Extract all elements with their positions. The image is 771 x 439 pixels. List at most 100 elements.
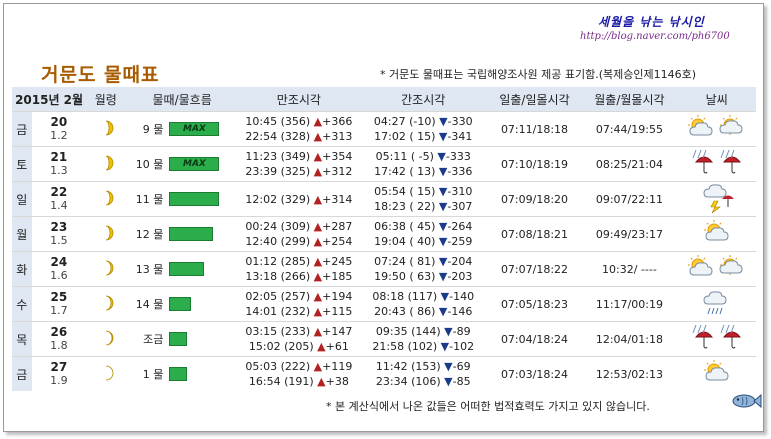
sunrise-sunset: 07:11/18:18	[487, 111, 582, 147]
moon-phase-cell	[86, 146, 126, 182]
low1-diff: -89	[452, 325, 471, 338]
high2-time: 14:01 (232)	[245, 305, 311, 318]
high1-diff: +354	[322, 150, 353, 163]
sun-cloud-icon	[687, 254, 743, 275]
low1-diff: -333	[445, 150, 471, 163]
day-number: 22	[50, 185, 68, 199]
moon-phase-cell	[86, 216, 126, 252]
date-header: 2015년 2월	[12, 87, 87, 112]
high1-time: 00:24 (309)	[245, 220, 311, 233]
high1-diff: +245	[322, 255, 353, 268]
fish-icon	[732, 393, 762, 409]
low2-time: 23:34 (106)	[375, 375, 441, 388]
low1-time: 05:54 ( 15)	[374, 185, 436, 198]
tide-table: 2015년 2월 월령 물때/물흐름 만조시각 간조시각 일출/일몰시각 월출/…	[12, 87, 756, 391]
lunar-age: 1.4	[50, 199, 68, 212]
down-arrow-icon: ▼	[438, 255, 448, 268]
tide-name: 9 물	[142, 123, 164, 136]
high-tide-cell: 03:15 (233) ▲+147 15:02 (205) ▲+61	[238, 321, 359, 357]
partly-cloudy-icon	[703, 359, 729, 380]
low1-diff: -264	[447, 220, 473, 233]
low-tide-cell: 08:18 (117) ▼-140 20:43 ( 86) ▼-146	[358, 286, 488, 322]
moon-phase-cell	[86, 111, 126, 147]
weather-cell	[677, 356, 756, 391]
moon-phase-icon	[105, 190, 114, 205]
day-number: 24	[50, 255, 68, 269]
high1-time: 10:45 (356)	[245, 115, 311, 128]
tide-name: 조금	[143, 333, 164, 346]
lunar-age: 1.9	[50, 374, 68, 387]
low2-diff: -203	[447, 270, 473, 283]
day-number: 26	[50, 325, 68, 339]
flow-bar	[169, 367, 188, 381]
high1-time: 02:05 (257)	[245, 290, 311, 303]
down-arrow-icon: ▼	[444, 375, 453, 388]
low-tide-header: 간조시각	[358, 87, 488, 112]
up-arrow-icon: ▲	[317, 340, 326, 353]
high-tide-cell: 12:02 (329) ▲+314	[238, 181, 359, 217]
low1-diff: -140	[449, 290, 475, 303]
sun-header: 일출/일몰시각	[487, 87, 582, 112]
weather-cell	[677, 251, 756, 287]
down-arrow-icon: ▼	[438, 130, 448, 143]
tide-flow-cell: 10 물 MAX	[125, 146, 239, 182]
high2-time: 12:40 (299)	[245, 235, 311, 248]
weather-cell	[677, 146, 756, 182]
low-tide-cell: 04:27 (-10) ▼-330 17:02 ( 15) ▼-341	[358, 111, 488, 147]
flow-bar	[169, 227, 214, 241]
table-row: 화 24 1.6 13 물 01:12 (285) ▲+245 13:18 (266…	[12, 251, 756, 287]
low2-time: 18:23 ( 22)	[374, 200, 436, 213]
sunrise-sunset: 07:09/18:20	[487, 181, 582, 217]
flow-bar: MAX	[169, 157, 220, 171]
down-arrow-icon: ▼	[444, 360, 453, 373]
low-tide-cell: 09:35 (144) ▼-89 21:58 (102) ▼-102	[358, 321, 488, 357]
table-row: 일 22 1.4 11 물 12:02 (329) ▲+314 05:54 ( 1…	[12, 181, 756, 217]
flow-bar	[169, 332, 188, 346]
low1-diff: -330	[447, 115, 473, 128]
high2-diff: +312	[322, 165, 353, 178]
day-number: 27	[50, 360, 68, 374]
low2-diff: -307	[447, 200, 473, 213]
partly-cloudy-icon	[703, 219, 729, 240]
table-row: 금 20 1.2 9 물 MAX 10:45 (356) ▲+366 22:54 (3…	[12, 111, 756, 147]
weekday: 월	[12, 216, 32, 252]
low-tide-cell: 11:42 (153) ▼-69 23:34 (106) ▼-85	[358, 356, 488, 391]
day-cell: 23 1.5	[31, 216, 87, 252]
high1-diff: +366	[322, 115, 353, 128]
moon-phase-cell	[86, 356, 126, 391]
low2-time: 17:02 ( 15)	[374, 130, 436, 143]
day-number: 23	[50, 220, 68, 234]
day-cell: 26 1.8	[31, 321, 87, 357]
rain-icon	[692, 149, 741, 173]
up-arrow-icon: ▲	[313, 255, 323, 268]
low1-time: 08:18 (117)	[372, 290, 438, 303]
high1-diff: +287	[322, 220, 353, 233]
moonrise-moonset: 11:17/00:19	[581, 286, 678, 322]
moon-phase-icon	[105, 365, 114, 380]
sunrise-sunset: 07:07/18:22	[487, 251, 582, 287]
tide-name: 13 물	[135, 263, 164, 276]
day-cell: 24 1.6	[31, 251, 87, 287]
low1-diff: -69	[452, 360, 471, 373]
flow-bar	[169, 262, 205, 276]
down-arrow-icon: ▼	[438, 185, 448, 198]
low-tide-cell: 05:11 ( -5) ▼-333 17:42 ( 13) ▼-336	[358, 146, 488, 182]
moon-phase-cell	[86, 251, 126, 287]
low2-time: 20:43 ( 86)	[374, 305, 436, 318]
low1-time: 06:38 ( 45)	[374, 220, 436, 233]
low2-diff: -341	[447, 130, 473, 143]
flow-bar: MAX	[169, 122, 220, 136]
low1-time: 05:11 ( -5)	[375, 150, 434, 163]
moon-phase-cell	[86, 181, 126, 217]
down-arrow-icon: ▼	[438, 200, 448, 213]
low1-time: 11:42 (153)	[375, 360, 441, 373]
blog-url[interactable]: http://blog.naver.com/ph6700	[580, 31, 730, 42]
weekday: 금	[12, 111, 32, 147]
high2-diff: +38	[325, 375, 349, 388]
up-arrow-icon: ▲	[313, 360, 323, 373]
low2-diff: -102	[449, 340, 475, 353]
tide-flow-cell: 11 물	[125, 181, 239, 217]
storm-icon	[703, 183, 734, 213]
moonrise-moonset: 07:44/19:55	[581, 111, 678, 147]
table-row: 금 27 1.9 1 물 05:03 (222) ▲+119 16:54 (191)…	[12, 356, 756, 391]
